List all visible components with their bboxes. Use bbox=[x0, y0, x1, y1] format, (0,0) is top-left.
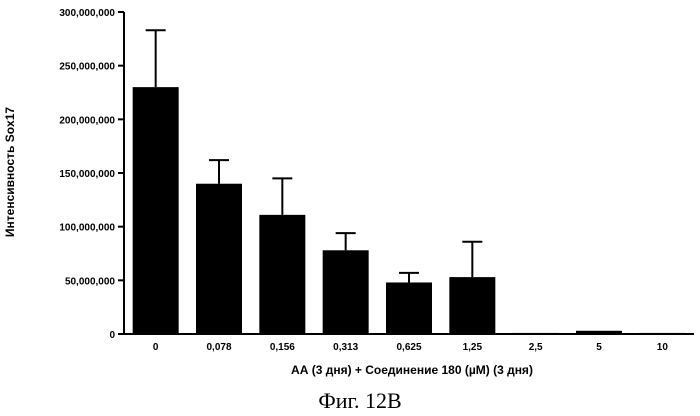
bar bbox=[133, 87, 179, 334]
x-tick-label: 5 bbox=[596, 342, 602, 353]
bar bbox=[386, 282, 432, 334]
y-tick-label: 0 bbox=[109, 330, 115, 341]
x-tick-label: 0,156 bbox=[270, 342, 295, 353]
bar bbox=[196, 184, 242, 334]
bar bbox=[513, 333, 559, 334]
x-tick-label: 10 bbox=[657, 342, 669, 353]
bar bbox=[576, 331, 622, 334]
y-axis: 0 50,000,000 100,000,000 150,000,000 200,000… bbox=[59, 8, 124, 341]
bar bbox=[259, 215, 305, 334]
y-tick-label: 50,000,000 bbox=[65, 276, 115, 287]
x-tick-label: 2,5 bbox=[529, 342, 543, 353]
x-axis-title: АА (3 дня) + Соединение 180 (µM) (3 дня) bbox=[291, 363, 533, 377]
y-tick-label: 100,000,000 bbox=[59, 223, 115, 234]
bar bbox=[323, 250, 369, 334]
y-axis-title: Интенсивность Sox17 bbox=[3, 107, 17, 237]
y-tick-label: 250,000,000 bbox=[59, 62, 115, 73]
x-tick-label: 0 bbox=[153, 342, 159, 353]
bars bbox=[133, 87, 686, 334]
y-tick-label: 300,000,000 bbox=[59, 8, 115, 19]
y-tick-label: 150,000,000 bbox=[59, 169, 115, 180]
bar bbox=[449, 277, 495, 334]
x-tick-label: 0,078 bbox=[206, 342, 231, 353]
y-tick-label: 200,000,000 bbox=[59, 115, 115, 126]
figure-caption: Фиг. 12В bbox=[318, 388, 401, 413]
x-tick-label: 1,25 bbox=[463, 342, 483, 353]
bar bbox=[639, 333, 685, 334]
x-tick-label: 0,625 bbox=[396, 342, 421, 353]
x-axis: 0 0,078 0,156 0,313 0,625 1,25 2,5 5 10 bbox=[124, 334, 694, 353]
x-tick-label: 0,313 bbox=[333, 342, 358, 353]
